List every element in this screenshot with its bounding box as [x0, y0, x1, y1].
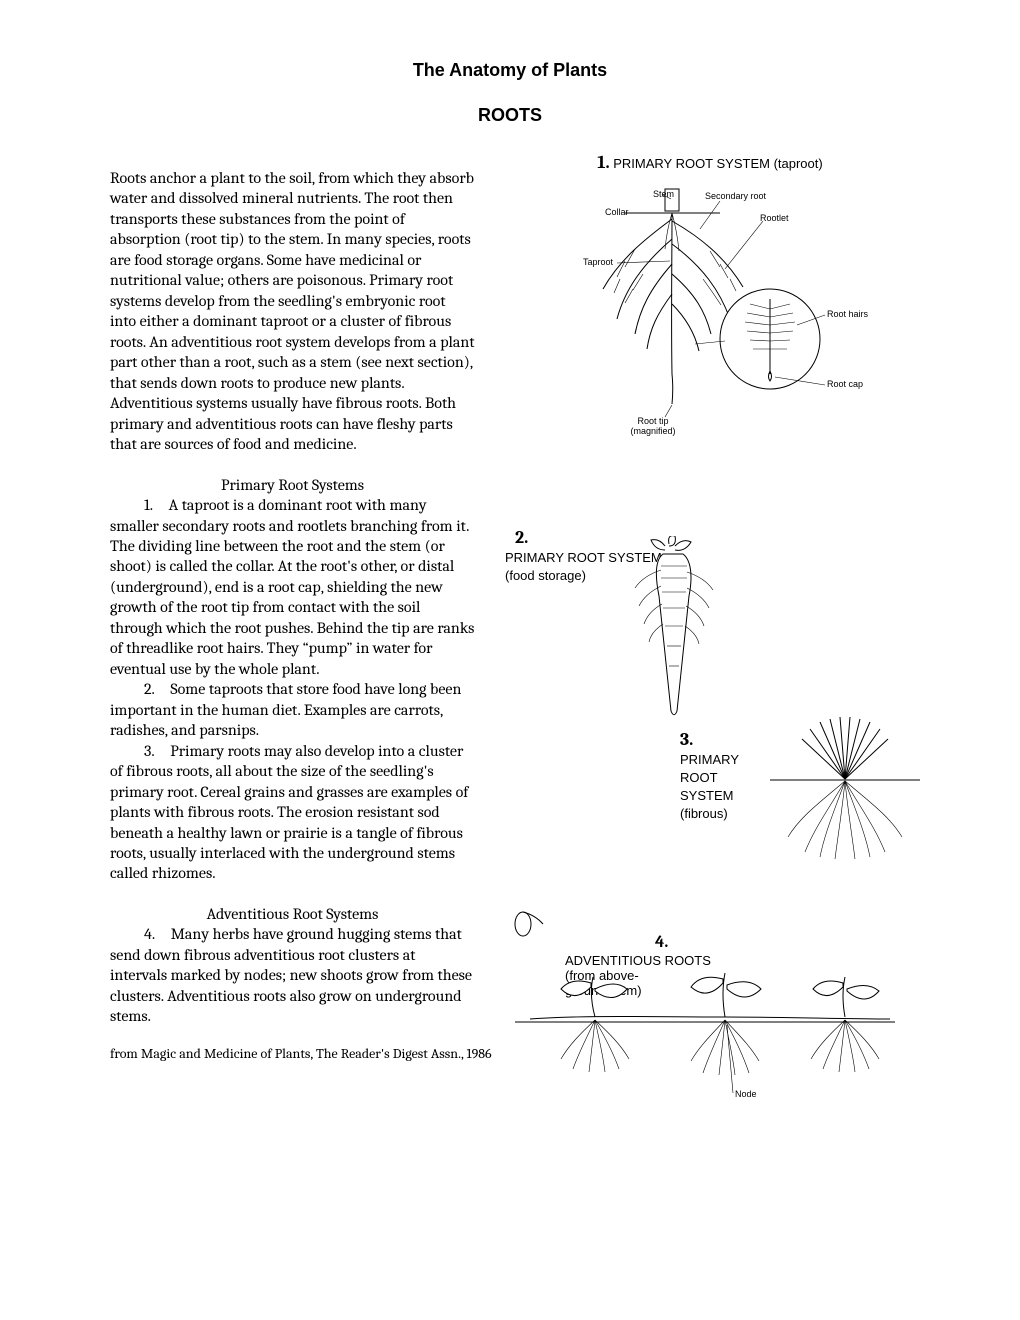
figure-title-line: SYSTEM	[680, 788, 733, 803]
taproot-diagram-icon: Stem Collar Secondary root Rootlet Tapro…	[525, 179, 895, 439]
label-node: Node	[735, 1089, 757, 1099]
section-heading-primary: Primary Root Systems	[110, 475, 475, 495]
label-collar: Collar	[605, 207, 629, 217]
figure-title-line: ROOT	[680, 770, 718, 785]
intro-paragraph: Roots anchor a plant to the soil, from w…	[110, 168, 475, 455]
adventitious-root-icon: 4. ADVENTITIOUS ROOTS (from above- groun…	[505, 897, 905, 1117]
figure-title-line: PRIMARY ROOT SYSTEM	[505, 550, 662, 565]
document-page: The Anatomy of Plants ROOTS Roots anchor…	[0, 0, 1020, 1320]
figure-1-taproot: 1. PRIMARY ROOT SYSTEM (taproot)	[525, 152, 895, 439]
text-column: Roots anchor a plant to the soil, from w…	[110, 152, 475, 1027]
page-subtitle: ROOTS	[110, 105, 910, 126]
figure-3-caption: 3. PRIMARY ROOT SYSTEM (fibrous)	[680, 729, 739, 822]
page-title: The Anatomy of Plants	[110, 60, 910, 81]
label-rootlet: Rootlet	[760, 213, 789, 223]
figure-number: 2.	[515, 527, 528, 548]
figure-title-line: ADVENTITIOUS ROOTS	[565, 953, 711, 968]
list-item: 3. Primary roots may also develop into a…	[110, 741, 475, 884]
food-storage-root-icon	[625, 536, 845, 726]
figure-number: 3.	[680, 729, 693, 750]
label-root-tip: Root tip	[637, 416, 668, 426]
figure-column: 1. PRIMARY ROOT SYSTEM (taproot)	[505, 152, 910, 1027]
label-root-cap: Root cap	[827, 379, 863, 389]
figure-4-adventitious: 4. ADVENTITIOUS ROOTS (from above- groun…	[505, 897, 905, 1117]
label-taproot: Taproot	[583, 257, 614, 267]
section-heading-adventitious: Adventitious Root Systems	[110, 904, 475, 924]
figure-1-caption: 1. PRIMARY ROOT SYSTEM (taproot)	[525, 152, 895, 173]
list-item: 1. A taproot is a dominant root with man…	[110, 495, 475, 679]
figure-title-line: PRIMARY	[680, 752, 739, 767]
figure-title-line: (food storage)	[505, 568, 586, 583]
list-item: 2. Some taproots that store food have lo…	[110, 679, 475, 740]
figure-title: PRIMARY ROOT SYSTEM (taproot)	[613, 156, 823, 171]
figure-number: 1.	[597, 152, 609, 173]
figure-title-line: (fibrous)	[680, 806, 728, 821]
list-item: 4. Many herbs have ground hugging stems …	[110, 924, 475, 1026]
figure-3-fibrous: 3. PRIMARY ROOT SYSTEM (fibrous)	[680, 717, 920, 867]
figure-2-food-storage: 2. PRIMARY ROOT SYSTEM (food storage)	[505, 527, 725, 726]
fibrous-root-icon	[760, 717, 930, 867]
two-column-layout: Roots anchor a plant to the soil, from w…	[110, 152, 910, 1027]
label-root-hairs: Root hairs	[827, 309, 869, 319]
figure-number: 4.	[655, 933, 668, 952]
label-magnified: (magnified)	[630, 426, 675, 436]
label-secondary: Secondary root	[705, 191, 767, 201]
label-stem: Stem	[653, 189, 674, 199]
